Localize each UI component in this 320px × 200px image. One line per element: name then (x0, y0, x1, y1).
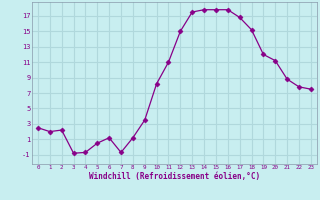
X-axis label: Windchill (Refroidissement éolien,°C): Windchill (Refroidissement éolien,°C) (89, 172, 260, 181)
